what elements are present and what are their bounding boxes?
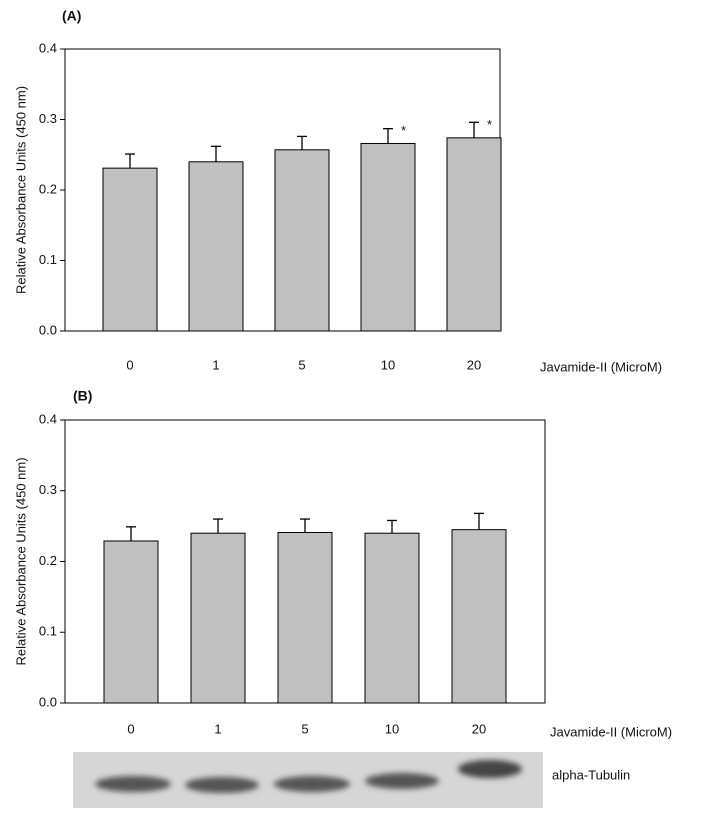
bar — [103, 540, 159, 704]
y-axis-label: Relative Absorbance Units (450 nm) — [13, 86, 28, 294]
x-tick-label: 5 — [301, 721, 308, 736]
bar — [360, 142, 416, 332]
bar — [188, 161, 244, 332]
bar — [451, 529, 507, 704]
x-tick-label: 20 — [472, 721, 486, 736]
x-tick-label: 10 — [385, 721, 399, 736]
y-tick-label: 0.4 — [39, 40, 57, 55]
blot-band — [274, 776, 350, 792]
x-tick-label: 1 — [214, 721, 221, 736]
y-tick-label: 0.2 — [39, 181, 57, 196]
y-tick-label: 0.1 — [39, 624, 57, 639]
panel-label: (A) — [62, 8, 81, 24]
blot-label: alpha-Tubulin — [552, 767, 630, 782]
y-axis-label: Relative Absorbance Units (450 nm) — [13, 457, 28, 665]
y-tick-label: 0.4 — [39, 411, 57, 426]
western-blot: alpha-Tubulin — [73, 752, 630, 808]
x-tick-label: 20 — [467, 357, 481, 372]
y-tick-label: 0.2 — [39, 553, 57, 568]
x-tick-label: 10 — [381, 357, 395, 372]
blot-band — [458, 760, 522, 778]
bar — [446, 137, 502, 332]
y-tick-label: 0.3 — [39, 111, 57, 126]
x-tick-label: 5 — [298, 357, 305, 372]
y-tick-label: 0.3 — [39, 482, 57, 497]
y-tick-label: 0.0 — [39, 322, 57, 337]
x-tick-label: 1 — [212, 357, 219, 372]
bar — [102, 167, 158, 332]
blot-band — [185, 777, 259, 793]
significance-marker: * — [487, 117, 492, 132]
x-axis-label: Javamide-II (MicroM) — [550, 724, 672, 739]
bar — [190, 532, 246, 704]
x-tick-label: 0 — [127, 721, 134, 736]
y-tick-label: 0.0 — [39, 694, 57, 709]
bar — [364, 532, 420, 704]
blot-band — [365, 773, 439, 789]
y-tick-label: 0.1 — [39, 252, 57, 267]
panel-label: (B) — [73, 388, 92, 404]
significance-marker: * — [401, 123, 406, 138]
x-tick-label: 0 — [126, 357, 133, 372]
blot-band — [95, 776, 171, 792]
bar — [274, 149, 330, 332]
bar — [277, 531, 333, 704]
x-axis-label: Javamide-II (MicroM) — [540, 359, 662, 374]
